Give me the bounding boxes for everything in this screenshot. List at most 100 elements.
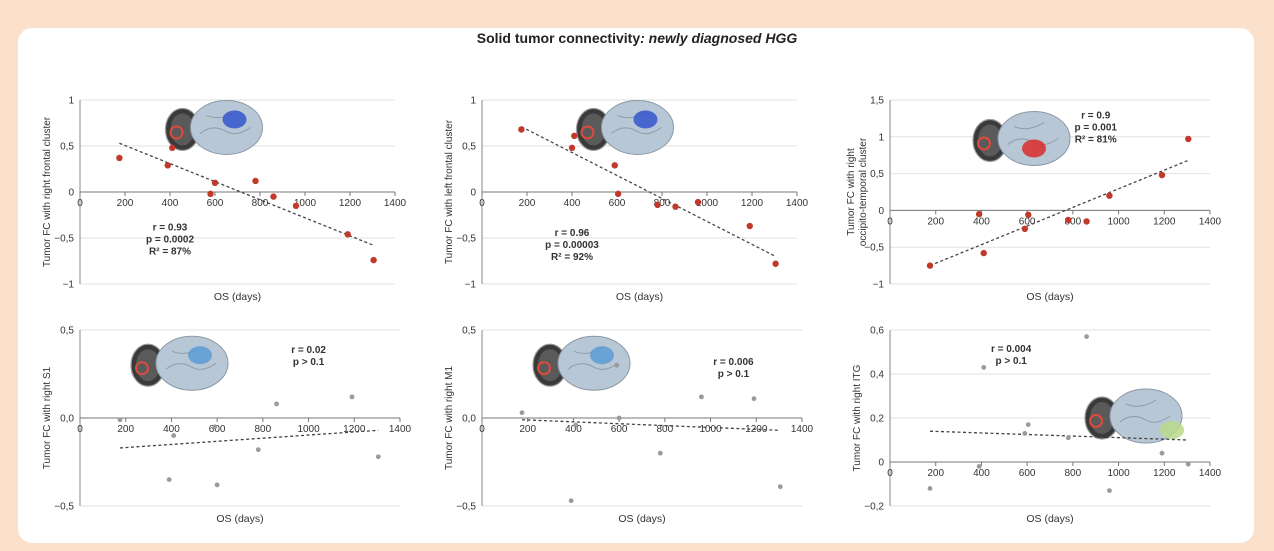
y-tick-label: −0,5 <box>864 243 884 254</box>
activation-cluster <box>222 110 247 129</box>
x-tick-label: 200 <box>927 468 944 479</box>
y-tick-label: 0,5 <box>60 142 74 153</box>
y-axis-label: Tumor FC with rightoccipito-temporal clu… <box>846 137 869 246</box>
data-point <box>370 256 377 264</box>
y-axis-label: Tumor FC with right frontal cluster <box>42 116 53 267</box>
tumor-marker-icon <box>1089 414 1103 428</box>
y-tick-label: −1 <box>63 280 75 291</box>
data-point <box>1158 171 1166 179</box>
data-point <box>694 198 702 206</box>
data-point <box>654 201 661 209</box>
x-tick-label: 1400 <box>786 198 809 209</box>
data-point <box>274 401 279 407</box>
brain-sulcus <box>1125 399 1157 407</box>
data-point <box>614 190 622 198</box>
x-tick-label: 200 <box>519 424 536 435</box>
data-point <box>746 222 753 230</box>
x-tick-label: 800 <box>1065 468 1082 479</box>
brain-0-icon <box>164 99 263 155</box>
data-point <box>672 203 679 210</box>
x-tick-label: 600 <box>1019 468 1036 479</box>
stat-label: p = 0.001 <box>1074 122 1117 133</box>
data-point <box>171 433 177 438</box>
data-point <box>1025 422 1031 427</box>
x-tick-label: 1000 <box>699 424 722 435</box>
x-tick-label: 600 <box>1019 216 1036 227</box>
tumor-marker-icon <box>977 136 991 151</box>
x-tick-label: 600 <box>609 198 626 209</box>
stat-label: r = 0.006 <box>713 357 754 368</box>
x-tick-label: 0 <box>479 424 485 435</box>
data-point <box>699 394 704 400</box>
y-tick-label: 0,5 <box>60 326 74 337</box>
data-point <box>1022 431 1028 436</box>
chart-left-frontal: 1 0,5 0 −0,5 −1 0 200 400 600 800 1000 1200 1400 r = … <box>444 96 809 304</box>
x-tick-label: 1000 <box>294 198 317 209</box>
y-axis-label: Tumor FC with right ITG <box>852 364 863 471</box>
data-point <box>611 162 618 169</box>
x-tick-label: 1200 <box>741 198 764 209</box>
data-point <box>166 477 172 482</box>
trendline <box>119 429 379 449</box>
y-tick-label: 1 <box>470 96 476 107</box>
y-tick-label: 1,5 <box>870 96 884 107</box>
x-tick-label: 200 <box>117 198 134 209</box>
stat-label: p > 0.1 <box>995 356 1027 367</box>
x-tick-label: 800 <box>657 424 674 435</box>
tumor-marker-icon <box>135 361 149 376</box>
data-point <box>616 415 622 421</box>
stat-label: p = 0.00003 <box>545 240 599 251</box>
stat-label: R² = 92% <box>551 252 593 263</box>
brain-sulcus <box>567 362 619 370</box>
x-tick-label: 400 <box>973 468 990 479</box>
data-point <box>1025 211 1032 219</box>
y-tick-label: 0 <box>878 458 884 469</box>
chart-right-frontal: 1 0,5 0 −0,5 −1 0 200 400 600 800 1000 1200 1400 r = … <box>42 96 407 304</box>
data-point <box>207 190 214 198</box>
stat-label: r = 0.93 <box>153 223 188 234</box>
x-tick-label: 400 <box>163 424 180 435</box>
x-tick-label: 1400 <box>791 424 814 435</box>
x-tick-label: 200 <box>927 216 944 227</box>
x-axis-label: OS (days) <box>214 291 261 303</box>
brain-lateral-icon <box>601 99 674 155</box>
chart-right-occipito-temporal: 1,5 1 0,5 0 −0,5 −1 0 200 400 600 800 1000 1200 1400 r… <box>846 96 1222 304</box>
y-tick-label: 0,2 <box>870 414 884 425</box>
activation-cluster <box>590 346 614 365</box>
stat-label: R² = 81% <box>1075 134 1117 145</box>
x-tick-label: 400 <box>565 424 582 435</box>
x-axis-label: OS (days) <box>1026 291 1073 303</box>
chart-right-itg: 0,6 0,4 0,2 0 −0,2 0 200 400 600 800 1000 1200 1400 r… <box>852 326 1222 526</box>
figure-title-highlight: : newly diagnosed HGG <box>640 30 798 46</box>
data-point <box>657 450 663 456</box>
y-tick-label: 1 <box>68 96 74 107</box>
trendline <box>521 126 776 257</box>
data-point <box>981 365 987 370</box>
y-tick-label: −0,5 <box>54 502 74 513</box>
y-axis-label: Tumor FC with right S1 <box>42 366 53 469</box>
y-tick-label: 0 <box>878 206 884 217</box>
brain-lateral-icon <box>557 335 631 391</box>
data-point <box>573 422 579 428</box>
y-tick-label: −0,5 <box>456 234 476 245</box>
x-tick-label: 400 <box>564 198 581 209</box>
data-point <box>1185 135 1192 143</box>
data-point <box>751 396 757 402</box>
data-point <box>1021 225 1029 232</box>
data-point <box>975 210 983 218</box>
data-point <box>211 179 219 186</box>
activation-cluster <box>188 346 212 365</box>
data-point <box>116 154 123 162</box>
x-tick-label: 1000 <box>1107 468 1130 479</box>
chart-right-s1: 0,5 0,0 −0,5 0 200 400 600 800 1000 1200 1400 r = 0… <box>42 326 412 526</box>
trendline <box>119 142 374 246</box>
x-tick-label: 200 <box>117 424 134 435</box>
brain-sulcus <box>200 127 251 135</box>
data-point <box>375 454 381 460</box>
data-point <box>777 484 783 490</box>
x-tick-label: 200 <box>519 198 536 209</box>
trendline <box>521 419 781 431</box>
brain-4-icon <box>532 335 631 391</box>
data-point <box>927 486 933 491</box>
y-tick-label: 0,0 <box>462 414 476 425</box>
